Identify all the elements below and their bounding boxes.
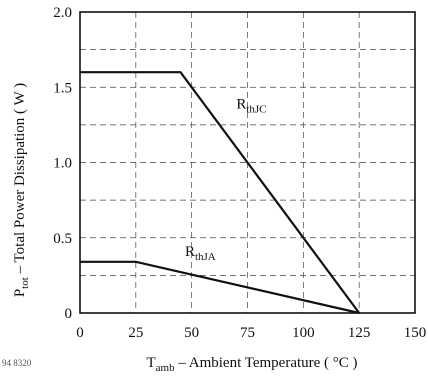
figure-number: 94 8320 xyxy=(2,358,32,368)
curve-labels: RthJC RthJA xyxy=(185,96,267,262)
y-tick-labels: 0 0.5 1.0 1.5 2.0 xyxy=(53,5,72,322)
x-tick-label: 0 xyxy=(76,325,84,341)
x-tick-label: 25 xyxy=(128,325,143,341)
x-tick-label: 100 xyxy=(292,325,315,341)
x-axis-symbol: T xyxy=(146,355,155,371)
x-axis-description: – Ambient Temperature ( °C ) xyxy=(175,355,358,371)
curve-label-thja: RthJA xyxy=(185,244,216,263)
grid-lines xyxy=(80,12,415,313)
x-tick-label: 125 xyxy=(348,325,371,341)
curve-label-thjc: RthJC xyxy=(236,96,266,115)
y-tick-label: 2.0 xyxy=(53,5,72,21)
x-tick-labels: 0 25 50 75 100 125 150 xyxy=(76,325,426,341)
x-tick-label: 75 xyxy=(240,325,255,341)
x-axis-title: Tamb – Ambient Temperature ( °C ) xyxy=(146,355,357,374)
y-axis-symbol: P xyxy=(12,289,28,297)
x-tick-label: 50 xyxy=(184,325,199,341)
x-tick-label: 150 xyxy=(404,325,427,341)
y-axis-description: – Total Power Dissipation ( W ) xyxy=(12,83,28,277)
y-tick-label: 0 xyxy=(65,306,73,322)
y-tick-label: 0.5 xyxy=(53,231,72,247)
curves xyxy=(80,71,361,315)
y-tick-label: 1.5 xyxy=(53,80,72,96)
curve-thja xyxy=(80,260,360,315)
y-axis-subscript: tot xyxy=(19,277,31,289)
y-axis-title: Ptot – Total Power Dissipation ( W ) xyxy=(12,83,31,297)
x-axis-subscript: amb xyxy=(156,362,175,374)
y-tick-label: 1.0 xyxy=(53,156,72,172)
curve-thjc xyxy=(80,71,361,314)
plot-frame xyxy=(79,11,416,314)
